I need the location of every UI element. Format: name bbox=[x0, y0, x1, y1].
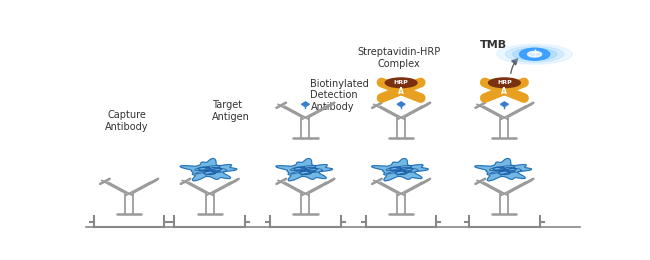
Text: Target
Antigen: Target Antigen bbox=[212, 100, 250, 122]
Text: Streptavidin-HRP
Complex: Streptavidin-HRP Complex bbox=[357, 47, 440, 69]
Polygon shape bbox=[475, 159, 532, 181]
Ellipse shape bbox=[489, 78, 520, 88]
Text: Biotinylated
Detection
Antibody: Biotinylated Detection Antibody bbox=[311, 79, 369, 112]
Ellipse shape bbox=[506, 46, 564, 62]
Polygon shape bbox=[302, 102, 309, 107]
Text: A: A bbox=[501, 87, 508, 96]
Ellipse shape bbox=[385, 78, 417, 88]
Ellipse shape bbox=[512, 48, 557, 60]
Circle shape bbox=[528, 51, 541, 57]
Text: Capture
Antibody: Capture Antibody bbox=[105, 110, 148, 132]
Polygon shape bbox=[180, 159, 237, 181]
Polygon shape bbox=[397, 102, 405, 107]
Text: HRP: HRP bbox=[497, 80, 512, 85]
Text: A: A bbox=[398, 87, 404, 96]
Text: HRP: HRP bbox=[394, 80, 408, 85]
Ellipse shape bbox=[497, 44, 573, 64]
Text: TMB: TMB bbox=[480, 40, 507, 50]
Polygon shape bbox=[500, 102, 508, 107]
Circle shape bbox=[519, 48, 550, 60]
Polygon shape bbox=[276, 159, 333, 181]
Polygon shape bbox=[372, 159, 428, 181]
